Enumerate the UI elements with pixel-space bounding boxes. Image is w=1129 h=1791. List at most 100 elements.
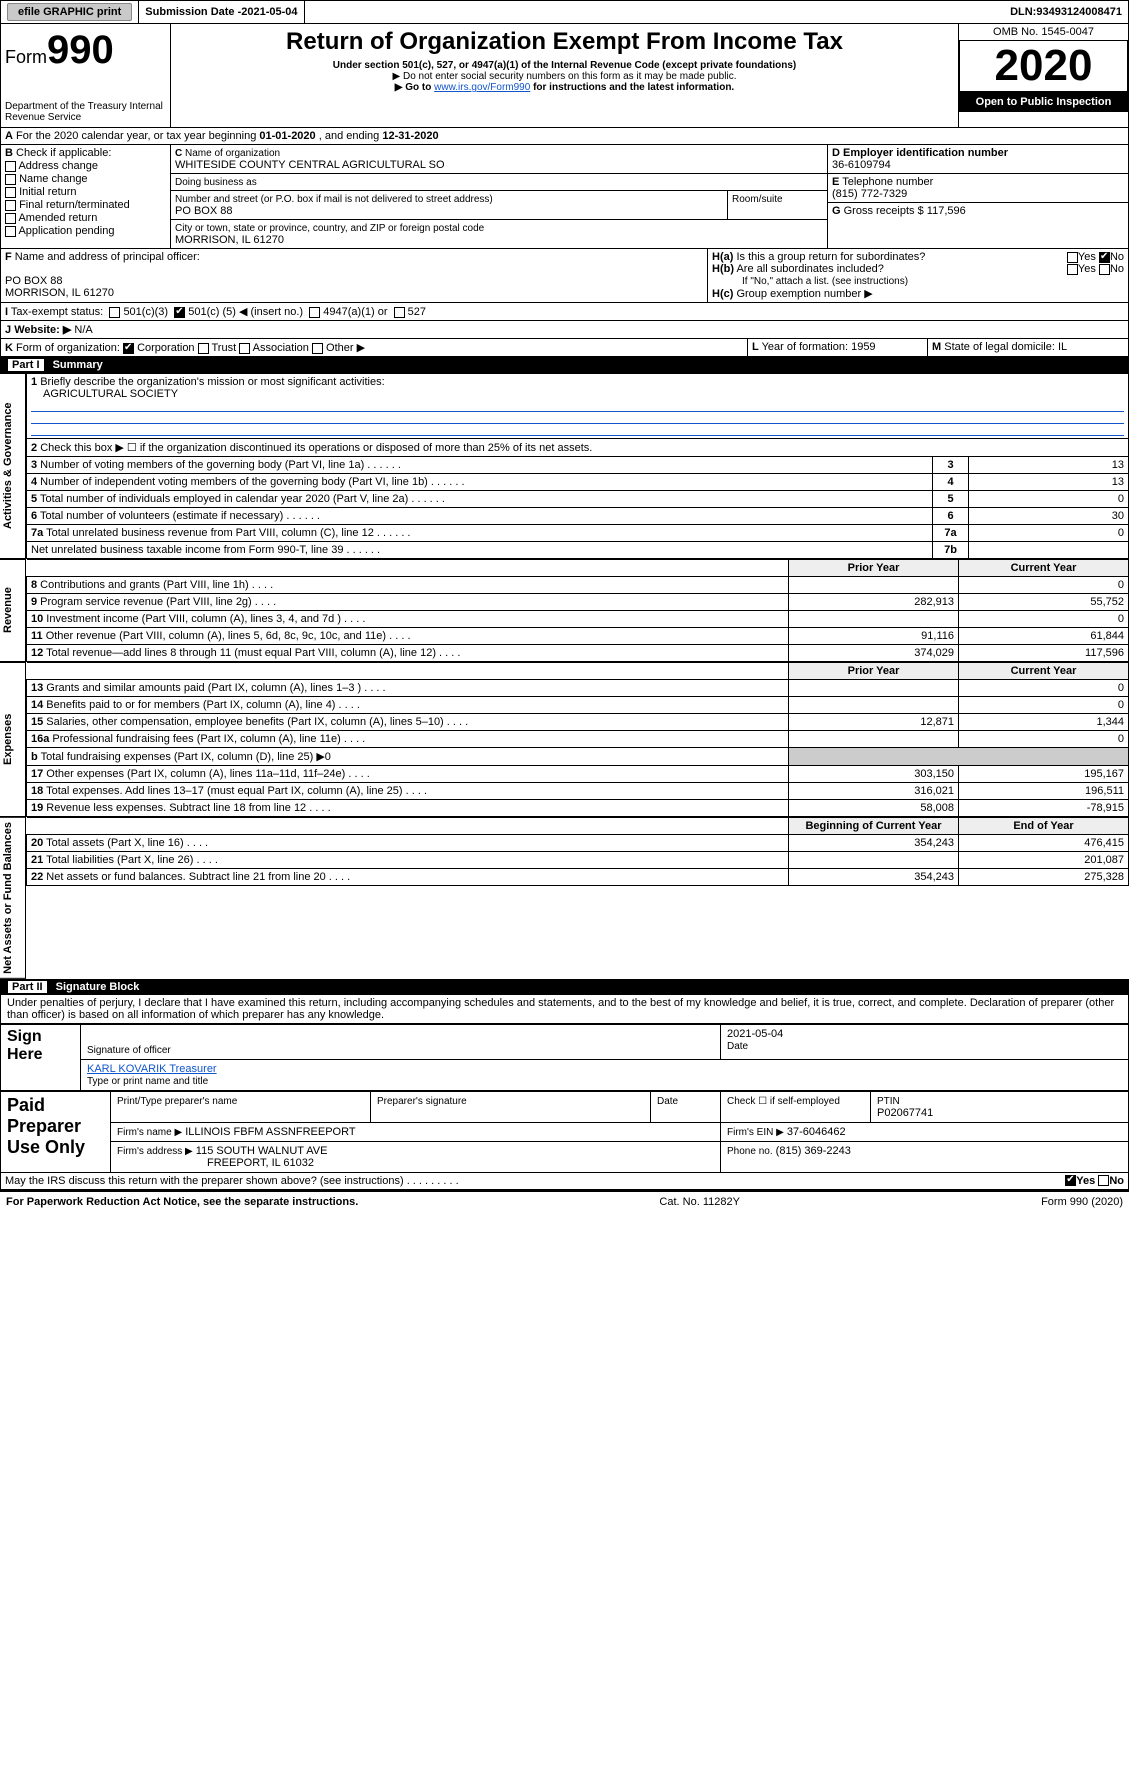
chk-final-return[interactable] bbox=[5, 200, 16, 211]
chk-address-change[interactable] bbox=[5, 161, 16, 172]
form-prefix: Form bbox=[5, 47, 47, 67]
hb-yes[interactable] bbox=[1067, 264, 1078, 275]
city-label: City or town, state or province, country… bbox=[175, 223, 484, 234]
opt-address-change: Address change bbox=[18, 160, 98, 172]
k-opt-other: Other ▶ bbox=[326, 342, 365, 354]
i-527[interactable] bbox=[394, 307, 405, 318]
cat-no: Cat. No. 11282Y bbox=[659, 1196, 740, 1208]
i-opt2-post: ) ◀ (insert no.) bbox=[232, 306, 303, 318]
no-label: No bbox=[1109, 1175, 1124, 1187]
i-501c3[interactable] bbox=[109, 307, 120, 318]
telephone: (815) 772-7329 bbox=[832, 188, 907, 200]
k-trust[interactable] bbox=[198, 343, 209, 354]
opt-application-pending: Application pending bbox=[18, 225, 114, 237]
part2-title: Signature Block bbox=[56, 981, 140, 993]
chk-name-change[interactable] bbox=[5, 174, 16, 185]
b-checklist: Address change Name change Initial retur… bbox=[5, 160, 166, 237]
part1-label: Part I bbox=[8, 359, 44, 371]
i-opt4: 527 bbox=[408, 306, 426, 318]
chk-initial-return[interactable] bbox=[5, 187, 16, 198]
officer-name[interactable]: KARL KOVARIK Treasurer bbox=[87, 1063, 217, 1075]
top-meta-bar: efile GRAPHIC print Submission Date - 20… bbox=[0, 0, 1129, 24]
vlabel-section: Expenses bbox=[0, 662, 26, 817]
k-opt-assoc: Association bbox=[253, 342, 309, 354]
i-opt1: 501(c)(3) bbox=[123, 306, 168, 318]
omb-number: OMB No. 1545-0047 bbox=[959, 24, 1128, 41]
org-city: MORRISON, IL 61270 bbox=[175, 234, 284, 246]
e-label: Telephone number bbox=[842, 176, 933, 188]
dln-label: DLN: bbox=[1010, 6, 1036, 18]
vlabel-activities: Activities & Governance bbox=[0, 373, 26, 559]
opt-name-change: Name change bbox=[19, 173, 88, 185]
firm-addr-label: Firm's address ▶ bbox=[117, 1146, 193, 1157]
chk-application-pending[interactable] bbox=[5, 226, 16, 237]
year-formation: 1959 bbox=[851, 341, 875, 353]
a-mid: , and ending bbox=[319, 130, 383, 142]
pra-notice: For Paperwork Reduction Act Notice, see … bbox=[6, 1196, 358, 1208]
i-opt2-pre: 501(c) ( bbox=[188, 306, 226, 318]
pt-date-label: Date bbox=[657, 1096, 678, 1107]
hc-label: Group exemption number ▶ bbox=[736, 288, 872, 300]
part1-table: Prior YearCurrent Year13 Grants and simi… bbox=[26, 662, 1129, 817]
k-other[interactable] bbox=[312, 343, 323, 354]
table-row: 11 Other revenue (Part VIII, column (A),… bbox=[27, 628, 1129, 645]
k-corp[interactable] bbox=[123, 343, 134, 354]
table-row: 9 Program service revenue (Part VIII, li… bbox=[27, 594, 1129, 611]
efile-button[interactable]: efile GRAPHIC print bbox=[7, 3, 132, 21]
ha-yes[interactable] bbox=[1067, 252, 1078, 263]
phone: (815) 369-2243 bbox=[776, 1145, 851, 1157]
table-row: 19 Revenue less expenses. Subtract line … bbox=[27, 800, 1129, 817]
website: N/A bbox=[74, 324, 92, 336]
table-row: 21 Total liabilities (Part X, line 26) .… bbox=[27, 852, 1129, 869]
hb-no[interactable] bbox=[1099, 264, 1110, 275]
table-row: 22 Net assets or fund balances. Subtract… bbox=[27, 869, 1129, 886]
firm-ein-label: Firm's EIN ▶ bbox=[727, 1127, 784, 1138]
k-assoc[interactable] bbox=[239, 343, 250, 354]
i-4947[interactable] bbox=[309, 307, 320, 318]
c-name-label: Name of organization bbox=[185, 148, 280, 159]
discuss-q: May the IRS discuss this return with the… bbox=[5, 1175, 404, 1187]
mission: AGRICULTURAL SOCIETY bbox=[43, 388, 178, 400]
i-501c[interactable] bbox=[174, 307, 185, 318]
discuss-yes[interactable] bbox=[1065, 1175, 1076, 1186]
vlabel-section: Net Assets or Fund Balances bbox=[0, 817, 26, 979]
part1-title: Summary bbox=[53, 359, 103, 371]
part1-table: Beginning of Current YearEnd of Year20 T… bbox=[26, 817, 1129, 886]
table-row: Net unrelated business taxable income fr… bbox=[27, 542, 1129, 559]
part1-bar: Part I Summary bbox=[0, 357, 1129, 373]
addr-label: Number and street (or P.O. box if mail i… bbox=[175, 194, 493, 205]
m-label: State of legal domicile: bbox=[944, 341, 1055, 353]
table-row: 17 Other expenses (Part IX, column (A), … bbox=[27, 766, 1129, 783]
chk-amended-return[interactable] bbox=[5, 213, 16, 224]
vlabel-section: Revenue bbox=[0, 559, 26, 662]
submission-date-label: Submission Date - bbox=[145, 6, 241, 18]
table-row: 5 Total number of individuals employed i… bbox=[27, 491, 1129, 508]
d-label: Employer identification number bbox=[843, 147, 1008, 159]
ha-no[interactable] bbox=[1099, 252, 1110, 263]
part1-table-gov: 1 Briefly describe the organization's mi… bbox=[26, 373, 1129, 559]
table-row: 13 Grants and similar amounts paid (Part… bbox=[27, 680, 1129, 697]
officer-addr1: PO BOX 88 bbox=[5, 275, 62, 287]
i-opt3: 4947(a)(1) or bbox=[323, 306, 387, 318]
table-row: 8 Contributions and grants (Part VIII, l… bbox=[27, 577, 1129, 594]
name-title-label: Type or print name and title bbox=[87, 1076, 208, 1087]
form-title: Return of Organization Exempt From Incom… bbox=[179, 28, 950, 56]
phone-label: Phone no. bbox=[727, 1146, 773, 1157]
firm-ein: 37-6046462 bbox=[787, 1126, 846, 1138]
dln-value: 93493124008471 bbox=[1036, 6, 1122, 18]
subtitle-1: Under section 501(c), 527, or 4947(a)(1)… bbox=[333, 60, 796, 71]
i-label: Tax-exempt status: bbox=[11, 306, 103, 318]
ein: 36-6109794 bbox=[832, 159, 891, 171]
table-row: 4 Number of independent voting members o… bbox=[27, 474, 1129, 491]
f-label: Name and address of principal officer: bbox=[15, 251, 200, 263]
goto-pre: ▶ Go to bbox=[395, 82, 434, 93]
table-row: 10 Investment income (Part VIII, column … bbox=[27, 611, 1129, 628]
discuss-no[interactable] bbox=[1098, 1175, 1109, 1186]
form990-link[interactable]: www.irs.gov/Form990 bbox=[434, 82, 530, 93]
k-opt-corp: Corporation bbox=[137, 342, 194, 354]
pt-self: Check ☐ if self-employed bbox=[727, 1096, 840, 1107]
org-address: PO BOX 88 bbox=[175, 205, 232, 217]
page-footer: For Paperwork Reduction Act Notice, see … bbox=[0, 1190, 1129, 1212]
table-row: 20 Total assets (Part X, line 16) . . . … bbox=[27, 835, 1129, 852]
room-label: Room/suite bbox=[732, 194, 783, 205]
